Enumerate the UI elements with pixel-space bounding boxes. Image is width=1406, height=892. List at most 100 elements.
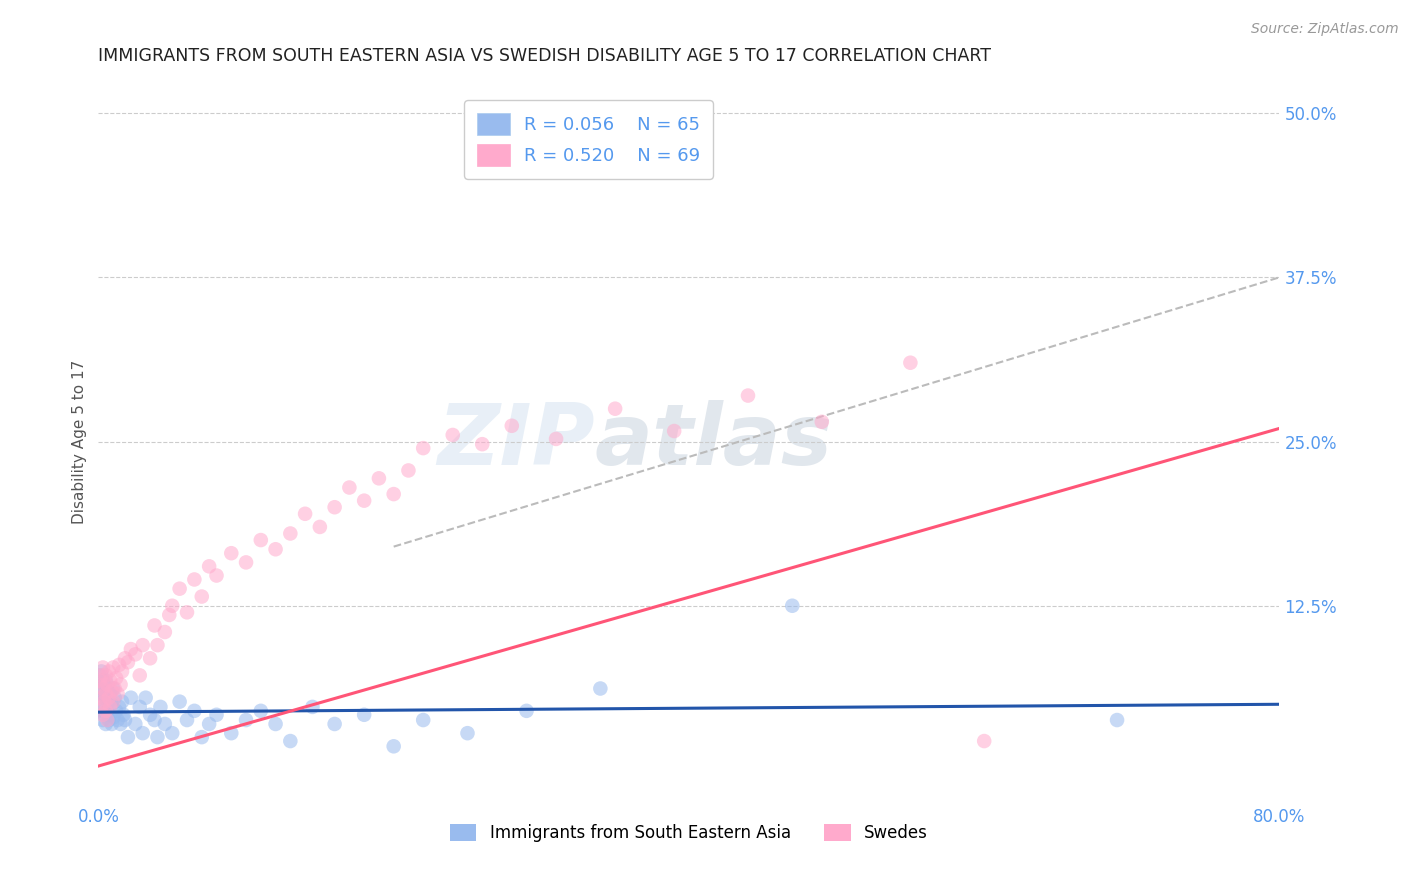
Point bbox=[280, 734, 302, 748]
Point bbox=[280, 526, 302, 541]
Point bbox=[176, 713, 198, 727]
Point bbox=[91, 707, 114, 722]
Point bbox=[94, 704, 117, 718]
Point bbox=[114, 651, 136, 665]
Point bbox=[97, 695, 120, 709]
Point bbox=[737, 388, 759, 402]
Point bbox=[169, 582, 191, 596]
Point bbox=[664, 424, 686, 438]
Text: ZIP: ZIP bbox=[437, 400, 595, 483]
Point bbox=[96, 704, 118, 718]
Point bbox=[143, 713, 166, 727]
Point bbox=[97, 713, 120, 727]
Point bbox=[309, 520, 332, 534]
Point bbox=[94, 687, 117, 701]
Point bbox=[120, 642, 142, 657]
Point bbox=[89, 687, 111, 701]
Text: Source: ZipAtlas.com: Source: ZipAtlas.com bbox=[1251, 22, 1399, 37]
Point bbox=[149, 699, 172, 714]
Point bbox=[782, 599, 804, 613]
Point bbox=[94, 668, 117, 682]
Point bbox=[108, 699, 131, 714]
Point bbox=[117, 655, 139, 669]
Point bbox=[94, 690, 117, 705]
Point bbox=[93, 699, 115, 714]
Point bbox=[107, 687, 129, 701]
Point bbox=[98, 707, 121, 722]
Point bbox=[264, 717, 287, 731]
Point bbox=[471, 437, 494, 451]
Point bbox=[153, 625, 176, 640]
Point bbox=[112, 707, 135, 722]
Point bbox=[104, 690, 127, 705]
Point bbox=[398, 463, 420, 477]
Point bbox=[96, 677, 118, 691]
Point bbox=[162, 599, 183, 613]
Legend: Immigrants from South Eastern Asia, Swedes: Immigrants from South Eastern Asia, Swed… bbox=[443, 817, 935, 848]
Point bbox=[183, 704, 205, 718]
Point bbox=[90, 665, 112, 679]
Point bbox=[501, 418, 523, 433]
Point bbox=[132, 726, 155, 740]
Point bbox=[162, 726, 183, 740]
Point bbox=[93, 707, 115, 722]
Point bbox=[546, 432, 568, 446]
Point bbox=[973, 734, 995, 748]
Point bbox=[94, 673, 117, 688]
Point bbox=[368, 471, 391, 485]
Point bbox=[111, 695, 134, 709]
Point bbox=[323, 717, 346, 731]
Point bbox=[94, 717, 117, 731]
Point bbox=[339, 481, 361, 495]
Point bbox=[110, 677, 132, 691]
Point bbox=[90, 704, 112, 718]
Point bbox=[198, 559, 221, 574]
Point bbox=[111, 665, 134, 679]
Point bbox=[441, 428, 464, 442]
Point bbox=[323, 500, 346, 515]
Point bbox=[139, 651, 162, 665]
Point bbox=[100, 684, 122, 698]
Point bbox=[353, 493, 375, 508]
Point bbox=[250, 533, 273, 547]
Point bbox=[382, 739, 405, 754]
Point bbox=[605, 401, 627, 416]
Point bbox=[1107, 713, 1129, 727]
Point bbox=[457, 726, 479, 740]
Point bbox=[93, 677, 115, 691]
Point bbox=[382, 487, 405, 501]
Point bbox=[91, 681, 114, 696]
Point bbox=[153, 717, 176, 731]
Point bbox=[205, 568, 228, 582]
Point bbox=[221, 726, 243, 740]
Point bbox=[98, 687, 121, 701]
Point bbox=[128, 699, 150, 714]
Point bbox=[157, 607, 180, 622]
Point bbox=[412, 441, 434, 455]
Point bbox=[589, 681, 612, 696]
Point bbox=[132, 638, 155, 652]
Point bbox=[124, 717, 146, 731]
Point bbox=[183, 573, 205, 587]
Point bbox=[103, 695, 125, 709]
Text: atlas: atlas bbox=[595, 400, 832, 483]
Point bbox=[91, 660, 114, 674]
Point bbox=[146, 730, 169, 744]
Point bbox=[205, 707, 228, 722]
Point bbox=[235, 555, 257, 569]
Point bbox=[89, 690, 111, 705]
Point bbox=[221, 546, 243, 560]
Point bbox=[103, 660, 125, 674]
Point bbox=[191, 730, 214, 744]
Point bbox=[104, 681, 127, 696]
Point bbox=[110, 717, 132, 731]
Point bbox=[108, 657, 131, 672]
Point bbox=[412, 713, 434, 727]
Point bbox=[810, 415, 832, 429]
Point bbox=[294, 507, 316, 521]
Point bbox=[143, 618, 166, 632]
Point bbox=[128, 668, 150, 682]
Point bbox=[235, 713, 257, 727]
Point bbox=[107, 713, 129, 727]
Y-axis label: Disability Age 5 to 17: Disability Age 5 to 17 bbox=[72, 359, 87, 524]
